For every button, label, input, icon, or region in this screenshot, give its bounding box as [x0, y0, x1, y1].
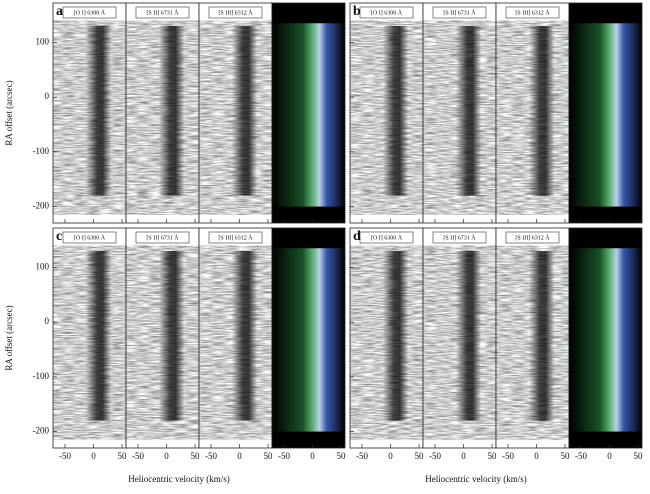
rgb-composite — [569, 23, 642, 207]
y-tick-label: -200 — [33, 426, 50, 436]
line-label-box — [359, 6, 414, 19]
emission-band — [496, 250, 569, 421]
line-label: [S III] 6312 Å — [515, 233, 550, 241]
line-label-box — [62, 6, 117, 19]
y-tick-label: 0 — [45, 91, 50, 101]
x-tick-label: 50 — [118, 451, 128, 461]
x-tick-label: -50 — [429, 451, 441, 461]
emission-band — [53, 25, 126, 196]
emission-band — [496, 25, 569, 196]
line-label: [S III] 6312 Å — [218, 8, 253, 16]
panel-letter: d — [353, 229, 361, 244]
line-label: [S II] 6731 Å — [146, 233, 179, 241]
x-tick-label: 0 — [237, 451, 242, 461]
x-tick-label: 0 — [461, 451, 466, 461]
line-label-box — [208, 231, 263, 244]
x-tick-label: 0 — [310, 451, 315, 461]
rgb-composite — [569, 248, 642, 432]
line-label-box — [432, 231, 487, 244]
emission-band — [199, 25, 272, 196]
line-label: [S II] 6731 Å — [443, 233, 476, 241]
line-label: [S II] 6731 Å — [146, 8, 179, 16]
line-label: [O I] 6300 Å — [74, 233, 106, 241]
y-tick-label: 0 — [45, 316, 50, 326]
emission-band — [126, 25, 199, 196]
line-label-box — [505, 231, 560, 244]
x-tick-label: -50 — [502, 451, 514, 461]
y-tick-label: 100 — [36, 261, 50, 271]
y-tick-label: -200 — [33, 201, 50, 211]
line-label-box — [359, 231, 414, 244]
emission-band — [423, 25, 496, 196]
rgb-composite — [272, 23, 345, 207]
line-label-box — [208, 6, 263, 19]
x-tick-label: 50 — [561, 451, 571, 461]
line-label: [O I] 6300 Å — [371, 8, 403, 16]
emission-band — [423, 250, 496, 421]
line-label: [O I] 6300 Å — [371, 233, 403, 241]
x-tick-label: 0 — [534, 451, 539, 461]
emission-band — [199, 250, 272, 421]
x-tick-label: 50 — [415, 451, 425, 461]
x-tick-label: 50 — [264, 451, 274, 461]
x-tick-label: -50 — [356, 451, 368, 461]
line-label: [S III] 6312 Å — [515, 8, 550, 16]
x-tick-label: -50 — [132, 451, 144, 461]
sub-panel-frame — [568, 2, 643, 224]
sub-panel-frame — [271, 2, 346, 224]
x-tick-label: 50 — [488, 451, 498, 461]
x-tick-label: -50 — [575, 451, 587, 461]
line-label-box — [62, 231, 117, 244]
emission-band — [53, 250, 126, 421]
x-tick-label: 0 — [388, 451, 393, 461]
emission-band — [350, 25, 423, 196]
x-tick-label: -50 — [205, 451, 217, 461]
y-tick-label: -100 — [33, 146, 50, 156]
line-label-box — [505, 6, 560, 19]
x-tick-label: -50 — [59, 451, 71, 461]
x-tick-label: -50 — [278, 451, 290, 461]
x-tick-label: 50 — [337, 451, 347, 461]
line-label: [O I] 6300 Å — [74, 8, 106, 16]
line-label-box — [135, 6, 190, 19]
sub-panel-frame — [271, 227, 346, 449]
y-tick-label: -100 — [33, 371, 50, 381]
sub-panel-frame — [568, 227, 643, 449]
x-tick-label: 50 — [191, 451, 201, 461]
x-tick-label: 0 — [607, 451, 612, 461]
rgb-composite — [272, 248, 345, 432]
x-tick-label: 0 — [91, 451, 96, 461]
line-label: [S III] 6312 Å — [218, 233, 253, 241]
x-tick-label: 0 — [164, 451, 169, 461]
line-label-box — [135, 231, 190, 244]
y-tick-label: 100 — [36, 36, 50, 46]
emission-band — [350, 250, 423, 421]
line-label-box — [432, 6, 487, 19]
x-axis-label: Heliocentric velocity (km/s) — [425, 474, 526, 484]
x-tick-label: 50 — [634, 451, 644, 461]
panel-letter: a — [56, 4, 63, 19]
x-axis-label: Heliocentric velocity (km/s) — [128, 474, 229, 484]
y-axis-label: RA offset (arcsec) — [4, 305, 14, 370]
panel-letter: b — [353, 4, 361, 19]
panel-letter: c — [56, 229, 62, 244]
line-label: [S II] 6731 Å — [443, 8, 476, 16]
y-axis-label: RA offset (arcsec) — [4, 80, 14, 145]
emission-band — [126, 250, 199, 421]
